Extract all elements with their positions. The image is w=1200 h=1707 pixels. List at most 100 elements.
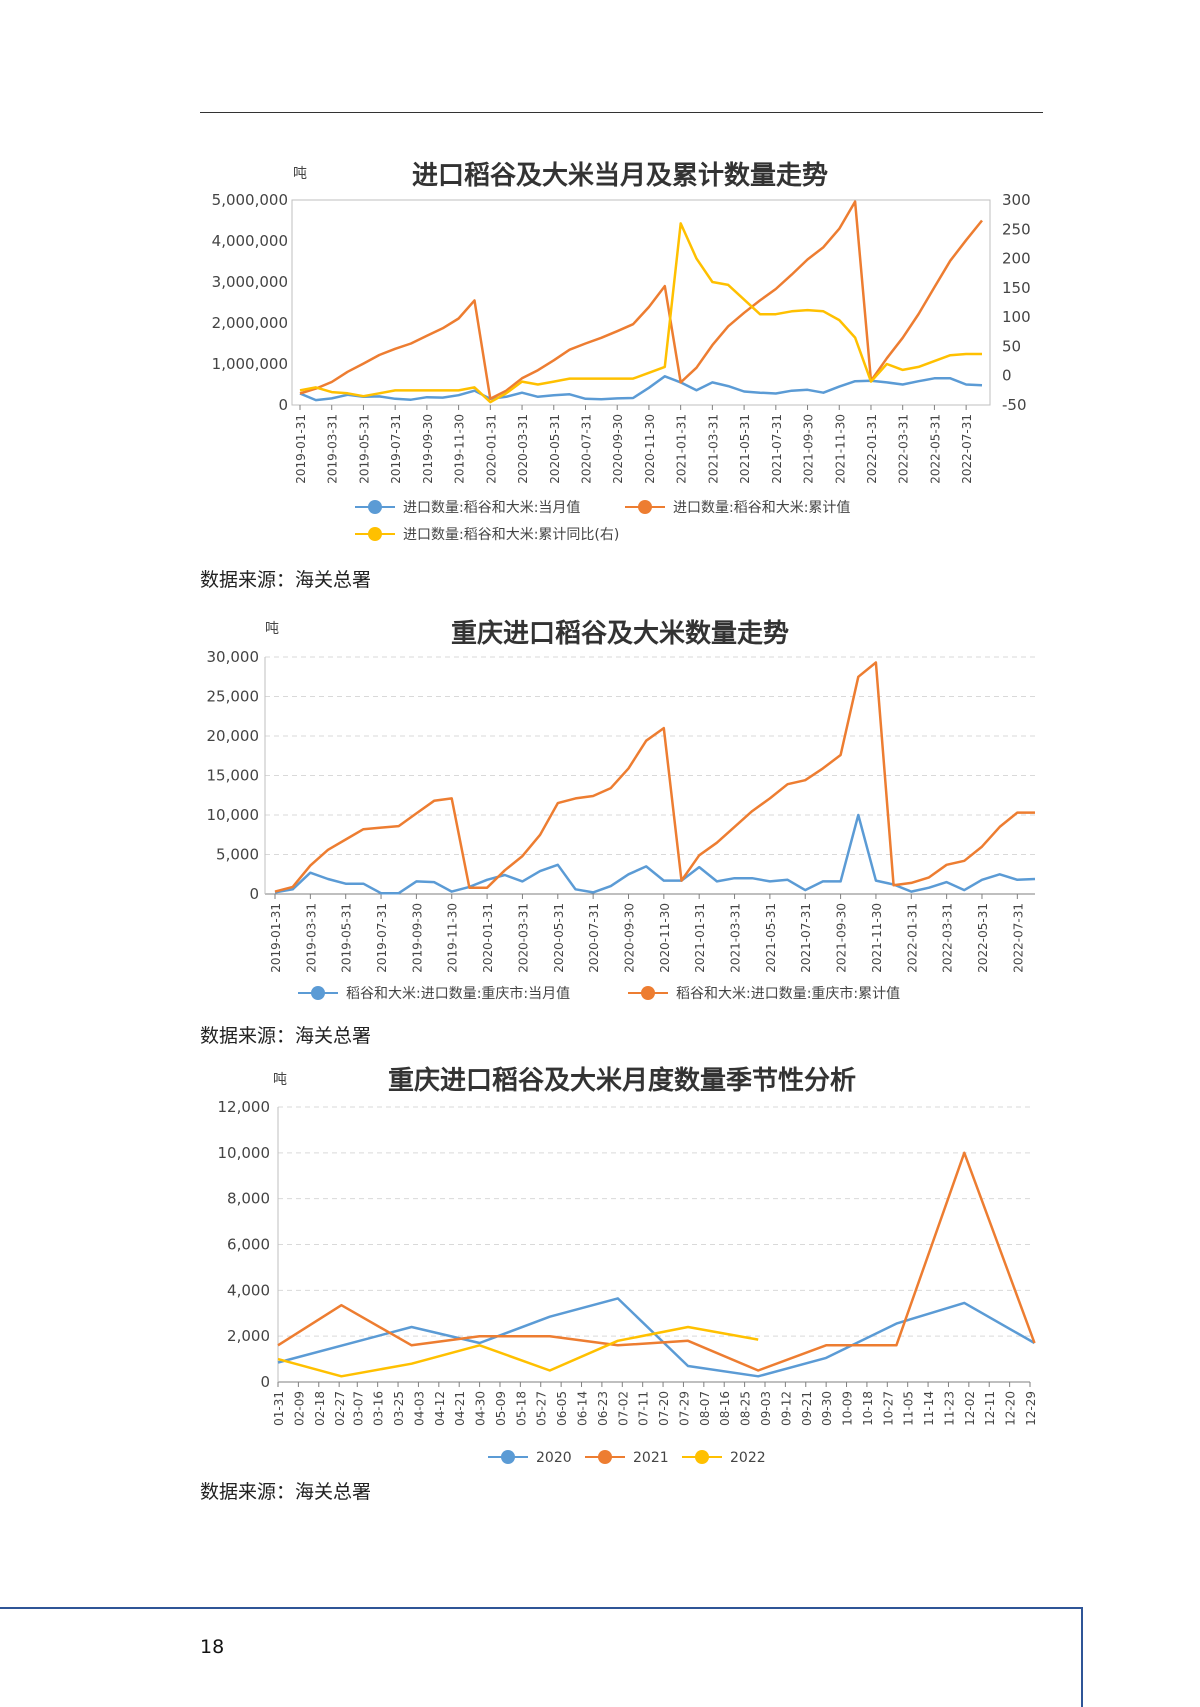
x-tick-label: 08-16: [718, 1391, 732, 1426]
legend-marker-3: [368, 527, 382, 541]
x-tick-label: 12-20: [1004, 1391, 1018, 1426]
footer-frame: [0, 1607, 1083, 1707]
x-tick-label: 2021-01-31: [693, 903, 707, 973]
x-tick-label: 2022-05-31: [928, 414, 942, 484]
x-tick-label: 2021-09-30: [835, 903, 849, 973]
x-tick-label: 2022-01-31: [865, 414, 879, 484]
x-tick-label: 2020-05-31: [552, 903, 566, 973]
x-tick-label: 12-11: [983, 1391, 997, 1426]
x-tick-label: 2019-09-30: [421, 414, 435, 484]
x-tick-label: 2019-11-30: [453, 414, 467, 484]
x-tick-label: 2021-03-31: [729, 903, 743, 973]
x-tick-label: 2022-07-31: [1011, 903, 1025, 973]
legend-label-3: 进口数量:稻谷和大米:累计同比(右): [403, 527, 619, 543]
legend-marker-1: [311, 986, 325, 1000]
chart-chongqing-import-trend: 重庆进口稻谷及大米数量走势 吨 0 5,000 10,000 15,000 20,000 25…: [207, 618, 1036, 1002]
x-tick-label: 2022-01-31: [905, 903, 919, 973]
series-line-2020: [277, 1297, 1036, 1378]
series-line-3: [299, 222, 982, 404]
legend-label-2: 2021: [633, 1450, 669, 1466]
x-tick-label: 03-16: [372, 1391, 386, 1426]
x-tick-label: 04-21: [453, 1391, 467, 1426]
x-tick-label: 2020-05-31: [548, 414, 562, 484]
legend-marker-1: [368, 500, 382, 514]
legend-label-1: 进口数量:稻谷和大米:当月值: [403, 500, 580, 516]
y2-tick-label: 0: [1002, 367, 1012, 385]
chart-cumulative-import-trend: 进口稻谷及大米当月及累计数量走势 吨 0 1,000,000 2,000,000 3,00…: [212, 161, 1031, 543]
x-tick-label: 2020-01-31: [484, 414, 498, 484]
y-tick-label: 2,000: [227, 1327, 270, 1345]
x-tick-label: 07-11: [637, 1391, 651, 1426]
x-tick-label: 11-05: [902, 1391, 916, 1426]
x-tick-label: 2021-11-30: [833, 414, 847, 484]
x-tick-label: 2022-03-31: [897, 414, 911, 484]
legend-label-3: 2022: [730, 1450, 766, 1466]
x-tick-label: 2021-05-31: [738, 414, 752, 484]
y-tick-label: 12,000: [218, 1098, 271, 1116]
x-tick-label: 10-09: [841, 1391, 855, 1426]
y2-tick-label: 200: [1002, 250, 1031, 268]
y-tick-label: 20,000: [207, 727, 260, 745]
y-tick-label: 6,000: [227, 1236, 270, 1254]
x-tick-label: 10-27: [881, 1391, 895, 1426]
legend-marker-1: [501, 1450, 515, 1464]
y-tick-label: 10,000: [207, 806, 260, 824]
legend-marker-3: [695, 1450, 709, 1464]
y2-tick-label: -50: [1002, 396, 1027, 414]
x-tick-label: 12-29: [1024, 1391, 1038, 1426]
y-axis-unit: 吨: [273, 1072, 287, 1088]
legend-marker-2: [641, 986, 655, 1000]
x-tick-label: 2019-07-31: [375, 903, 389, 973]
x-tick-label: 2020-01-31: [481, 903, 495, 973]
y-tick-label: 3,000,000: [212, 273, 288, 291]
x-tick-label: 2022-03-31: [941, 903, 955, 973]
legend-marker-2: [638, 500, 652, 514]
x-tick-label: 2019-09-30: [410, 903, 424, 973]
x-tick-label: 07-29: [677, 1391, 691, 1426]
x-tick-label: 2020-11-30: [643, 414, 657, 484]
y-tick-label: 25,000: [207, 688, 260, 706]
x-tick-label: 03-25: [392, 1391, 406, 1426]
x-tick-label: 01-31: [272, 1391, 286, 1426]
x-tick-label: 06-14: [576, 1391, 590, 1426]
x-tick-label: 2020-09-30: [622, 903, 636, 973]
x-tick-label: 05-27: [535, 1391, 549, 1426]
chart-chongqing-seasonal-analysis: 重庆进口稻谷及大米月度数量季节性分析 吨 0 2,000 4,000 6,000 8,000…: [218, 1065, 1039, 1466]
x-tick-label: 2019-11-30: [446, 903, 460, 973]
y-tick-label: 30,000: [207, 648, 260, 666]
legend-label-2: 进口数量:稻谷和大米:累计值: [673, 500, 850, 516]
x-tick-label: 02-27: [333, 1391, 347, 1426]
x-tick-label: 09-21: [800, 1391, 814, 1426]
x-tick-label: 09-03: [759, 1391, 773, 1426]
chart2-source: 数据来源：海关总署: [200, 1025, 372, 1047]
series-line-1: [299, 375, 983, 402]
series-line-1: [274, 813, 1036, 895]
y-tick-label: 4,000: [227, 1281, 270, 1299]
x-tick-label: 2021-07-31: [799, 903, 813, 973]
series-line-2022: [277, 1325, 759, 1378]
x-tick-label: 2020-07-31: [579, 414, 593, 484]
x-tick-label: 08-25: [739, 1391, 753, 1426]
x-tick-label: 09-12: [779, 1391, 793, 1426]
y-tick-label: 10,000: [218, 1144, 271, 1162]
x-tick-label: 06-23: [596, 1391, 610, 1426]
legend-label-1: 2020: [536, 1450, 572, 1466]
x-tick-label: 2020-03-31: [516, 414, 530, 484]
x-tick-label: 04-12: [433, 1391, 447, 1426]
header-rule: [200, 112, 1043, 113]
y-axis-unit: 吨: [293, 166, 307, 182]
x-tick-label: 2022-07-31: [960, 414, 974, 484]
x-tick-label: 2021-11-30: [870, 903, 884, 973]
y2-tick-label: 100: [1002, 308, 1031, 326]
x-tick-label: 2019-03-31: [304, 903, 318, 973]
x-tick-label: 2021-03-31: [706, 414, 720, 484]
x-tick-label: 2021-07-31: [770, 414, 784, 484]
chart3-source: 数据来源：海关总署: [200, 1481, 372, 1503]
x-tick-label: 2021-01-31: [675, 414, 689, 484]
x-tick-label: 06-05: [555, 1391, 569, 1426]
x-tick-label: 12-02: [963, 1391, 977, 1426]
x-tick-label: 2019-01-31: [294, 414, 308, 484]
x-tick-label: 2020-07-31: [587, 903, 601, 973]
x-tick-label: 2019-05-31: [357, 414, 371, 484]
y2-tick-label: 250: [1002, 220, 1031, 238]
